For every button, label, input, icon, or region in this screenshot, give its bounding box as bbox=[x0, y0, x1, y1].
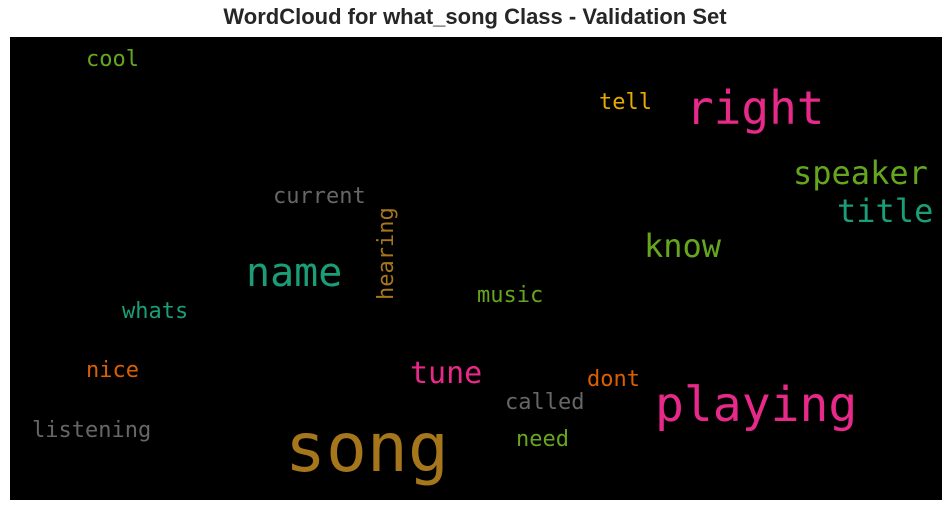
word-whats: whats bbox=[122, 299, 189, 324]
word-dont: dont bbox=[587, 367, 640, 392]
word-right: right bbox=[686, 81, 825, 135]
word-called: called bbox=[505, 390, 585, 415]
word-cool: cool bbox=[86, 47, 139, 72]
word-name: name bbox=[246, 250, 343, 296]
word-tell: tell bbox=[599, 90, 652, 115]
word-speaker: speaker bbox=[793, 154, 928, 192]
word-nice: nice bbox=[86, 358, 139, 383]
word-know: know bbox=[644, 227, 722, 265]
word-need: need bbox=[516, 427, 569, 452]
word-hearing: hearing bbox=[374, 207, 399, 300]
word-title: title bbox=[837, 192, 934, 230]
word-playing: playing bbox=[655, 377, 858, 433]
chart-title: WordCloud for what_song Class - Validati… bbox=[223, 4, 727, 29]
word-tune: tune bbox=[410, 356, 483, 391]
wordcloud-canvas: song playing right name speaker title know tune… bbox=[10, 37, 942, 500]
word-song: song bbox=[285, 409, 449, 488]
word-current: current bbox=[273, 184, 366, 209]
word-music: music bbox=[477, 283, 544, 308]
word-listening: listening bbox=[32, 418, 152, 443]
